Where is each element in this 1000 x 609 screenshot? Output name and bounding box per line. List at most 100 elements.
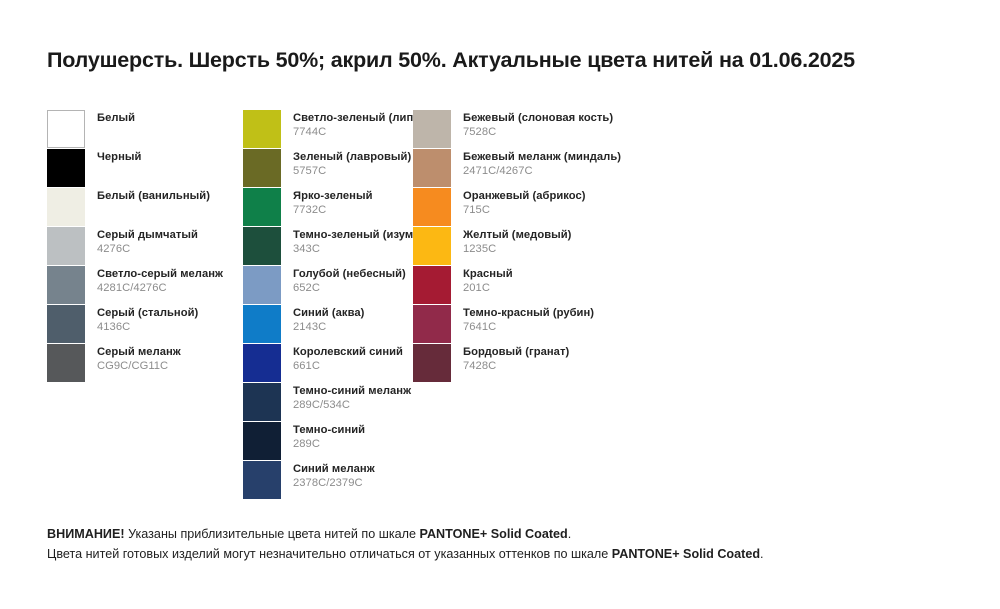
footer-line-1-end: . bbox=[567, 527, 572, 541]
color-swatch[interactable] bbox=[413, 305, 451, 343]
swatch-pantone-code: 201C bbox=[463, 282, 490, 295]
color-swatch[interactable] bbox=[243, 422, 281, 460]
swatch-text: Белый bbox=[85, 110, 135, 125]
swatch-text: Темно-синий 289C bbox=[281, 422, 365, 451]
swatch-row[interactable]: Ярко-зеленый 7732C bbox=[243, 188, 413, 227]
color-swatch[interactable] bbox=[47, 344, 85, 382]
swatch-name: Красный bbox=[463, 268, 513, 280]
swatch-row[interactable]: Бордовый (гранат) 7428C bbox=[413, 344, 653, 383]
swatch-text: Серый (стальной) 4136C bbox=[85, 305, 198, 334]
swatch-column-3: Бежевый (слоновая кость) 7528C Бежевый мел… bbox=[413, 110, 653, 383]
swatch-text: Королевский синий 661C bbox=[281, 344, 403, 373]
color-swatch[interactable] bbox=[243, 461, 281, 499]
color-swatch[interactable] bbox=[243, 227, 281, 265]
swatch-pantone-code: 715C bbox=[463, 204, 490, 217]
swatch-pantone-code: 7528C bbox=[463, 126, 497, 139]
swatch-name: Королевский синий bbox=[293, 346, 403, 358]
pantone-brand-1: PANTONE+ Solid Coated bbox=[419, 527, 568, 541]
swatch-pantone-code: 661C bbox=[293, 360, 320, 373]
color-swatch[interactable] bbox=[47, 149, 85, 187]
footer-line-2: Цвета нитей готовых изделий могут незнач… bbox=[47, 544, 764, 564]
color-swatch[interactable] bbox=[243, 266, 281, 304]
swatch-row[interactable]: Темно-красный (рубин) 7641C bbox=[413, 305, 653, 344]
swatch-row[interactable]: Синий меланж 2378C/2379C bbox=[243, 461, 413, 500]
swatch-pantone-code: 2143C bbox=[293, 321, 327, 334]
color-swatch[interactable] bbox=[243, 188, 281, 226]
color-swatch[interactable] bbox=[413, 149, 451, 187]
swatch-row[interactable]: Бежевый (слоновая кость) 7528C bbox=[413, 110, 653, 149]
swatch-row[interactable]: Королевский синий 661C bbox=[243, 344, 413, 383]
swatch-text: Серый меланж CG9C/CG11C bbox=[85, 344, 181, 373]
swatch-name: Зеленый (лавровый) bbox=[293, 151, 412, 163]
swatch-row[interactable]: Темно-зеленый (изумруд) 343C bbox=[243, 227, 437, 266]
swatch-column-2: Светло-зеленый (липа) 7744C Зеленый (лавро… bbox=[243, 110, 437, 500]
color-swatch[interactable] bbox=[413, 266, 451, 304]
swatch-row[interactable]: Белый bbox=[47, 110, 243, 149]
color-swatch[interactable] bbox=[413, 344, 451, 382]
swatch-row[interactable]: Темно-синий 289C bbox=[243, 422, 413, 461]
swatch-row[interactable]: Бежевый меланж (миндаль) 2471C/4267C bbox=[413, 149, 653, 188]
swatch-name: Темно-синий меланж bbox=[293, 385, 412, 397]
color-swatch[interactable] bbox=[243, 110, 281, 148]
swatch-text: Бежевый меланж (миндаль) 2471C/4267C bbox=[451, 149, 621, 178]
color-swatch[interactable] bbox=[47, 188, 85, 226]
swatch-row[interactable]: Черный bbox=[47, 149, 243, 188]
swatch-row[interactable]: Оранжевый (абрикос) 715C bbox=[413, 188, 653, 227]
swatch-row[interactable]: Голубой (небесный) 652C bbox=[243, 266, 413, 305]
swatch-name: Светло-серый меланж bbox=[97, 268, 224, 280]
swatch-name: Синий (аква) bbox=[293, 307, 365, 319]
footer-line-1-text: Указаны приблизительные цвета нитей по ш… bbox=[124, 527, 420, 541]
swatch-pantone-code: 4281C/4276C bbox=[97, 282, 167, 295]
swatch-text: Светло-зеленый (липа) 7744C bbox=[281, 110, 423, 139]
swatch-name: Оранжевый (абрикос) bbox=[463, 190, 586, 202]
swatch-pantone-code: CG9C/CG11C bbox=[97, 360, 169, 373]
swatch-name: Темно-синий bbox=[293, 424, 366, 436]
swatch-name: Серый меланж bbox=[97, 346, 181, 358]
swatch-row[interactable]: Серый (стальной) 4136C bbox=[47, 305, 243, 344]
swatch-row[interactable]: Синий (аква) 2143C bbox=[243, 305, 413, 344]
color-swatch[interactable] bbox=[413, 188, 451, 226]
swatch-pantone-code: 7641C bbox=[463, 321, 497, 334]
color-swatch[interactable] bbox=[47, 266, 85, 304]
swatch-row[interactable]: Серый меланж CG9C/CG11C bbox=[47, 344, 243, 383]
swatch-row[interactable]: Желтый (медовый) 1235C bbox=[413, 227, 653, 266]
swatch-row[interactable]: Темно-синий меланж 289C/534C bbox=[243, 383, 413, 422]
swatch-row[interactable]: Красный 201C bbox=[413, 266, 653, 305]
swatch-pantone-code: 1235C bbox=[463, 243, 497, 256]
swatch-text: Светло-серый меланж 4281C/4276C bbox=[85, 266, 223, 295]
color-swatch[interactable] bbox=[47, 227, 85, 265]
swatch-text: Красный 201C bbox=[451, 266, 513, 295]
swatch-text: Черный bbox=[85, 149, 141, 164]
swatch-text: Голубой (небесный) 652C bbox=[281, 266, 406, 295]
swatch-pantone-code: 289C/534C bbox=[293, 399, 351, 412]
swatch-row[interactable]: Серый дымчатый 4276C bbox=[47, 227, 243, 266]
swatch-column-1: Белый Черный Белый (ванильный) Серый дымчат… bbox=[47, 110, 243, 383]
swatch-name: Белый bbox=[97, 112, 136, 124]
swatch-text: Темно-красный (рубин) 7641C bbox=[451, 305, 594, 334]
swatch-name: Голубой (небесный) bbox=[293, 268, 406, 280]
color-swatch[interactable] bbox=[243, 383, 281, 421]
color-swatch[interactable] bbox=[413, 110, 451, 148]
swatch-text: Желтый (медовый) 1235C bbox=[451, 227, 571, 256]
swatch-text: Синий (аква) 2143C bbox=[281, 305, 364, 334]
swatch-pantone-code: 289C bbox=[293, 438, 320, 451]
swatch-columns: Белый Черный Белый (ванильный) Серый дымчат… bbox=[47, 110, 953, 500]
color-swatch[interactable] bbox=[47, 110, 85, 148]
swatch-pantone-code: 5757C bbox=[293, 165, 327, 178]
footer-line-2-end: . bbox=[760, 547, 764, 562]
swatch-row[interactable]: Светло-зеленый (липа) 7744C bbox=[243, 110, 423, 149]
color-swatch[interactable] bbox=[413, 227, 451, 265]
swatch-name: Желтый (медовый) bbox=[463, 229, 572, 241]
swatch-row[interactable]: Белый (ванильный) bbox=[47, 188, 243, 227]
swatch-row[interactable]: Светло-серый меланж 4281C/4276C bbox=[47, 266, 243, 305]
swatch-text: Ярко-зеленый 7732C bbox=[281, 188, 373, 217]
color-swatch[interactable] bbox=[243, 344, 281, 382]
color-swatch[interactable] bbox=[243, 149, 281, 187]
swatch-text: Белый (ванильный) bbox=[85, 188, 210, 203]
swatch-pantone-code: 652C bbox=[293, 282, 320, 295]
swatch-row[interactable]: Зеленый (лавровый) 5757C bbox=[243, 149, 413, 188]
color-swatch[interactable] bbox=[243, 305, 281, 343]
swatch-text: Зеленый (лавровый) 5757C bbox=[281, 149, 411, 178]
color-swatch[interactable] bbox=[47, 305, 85, 343]
